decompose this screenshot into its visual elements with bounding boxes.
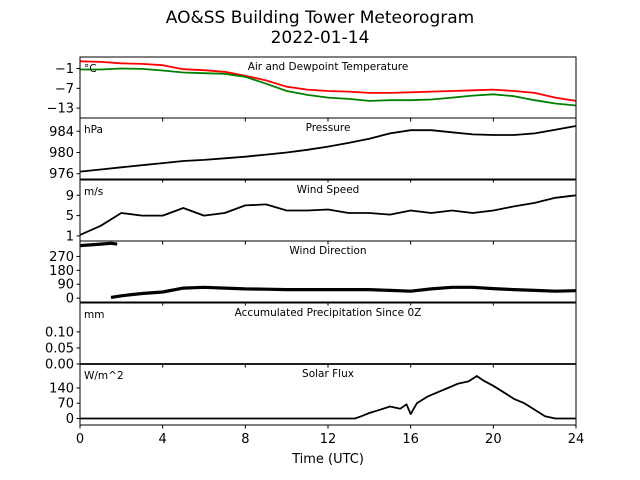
y-tick-label: 270 [49, 250, 74, 265]
y-tick-label: 0.10 [45, 325, 74, 340]
y-tick-label: 0 [66, 292, 74, 307]
panel-unit: W/m^2 [84, 370, 124, 382]
series-line-5-0 [80, 375, 576, 420]
panel-title: Wind Speed [297, 184, 360, 196]
x-tick-label: 16 [402, 432, 419, 447]
panel-unit: mm [84, 309, 104, 321]
x-tick-label: 12 [320, 432, 337, 447]
panel-title: Solar Flux [302, 368, 354, 380]
panel-unit: hPa [84, 124, 103, 136]
y-tick-label: 90 [57, 278, 74, 293]
series-line-2-0 [79, 194, 577, 236]
y-tick-label: 9 [66, 189, 74, 204]
chart-date: 2022-01-14 [270, 28, 370, 48]
chart-title: AO&SS Building Tower Meteorogram [165, 8, 475, 28]
x-tick-label: 8 [241, 432, 249, 447]
x-axis-label: Time (UTC) [292, 452, 364, 467]
series-line-3-1 [110, 285, 577, 299]
series-line-0-1 [80, 67, 577, 107]
y-tick-label: 1 [66, 229, 74, 244]
series-line-3-0 [79, 241, 118, 248]
panel-unit: °C [84, 63, 97, 75]
x-tick-label: 24 [568, 432, 585, 447]
y-tick-label: 0.00 [45, 358, 74, 373]
y-tick-label: 976 [49, 167, 74, 182]
series-line-1-0 [79, 125, 577, 173]
y-tick-label: 5 [66, 209, 74, 224]
y-tick-label: 140 [49, 381, 74, 396]
x-tick-label: 20 [485, 432, 502, 447]
y-tick-label: 984 [49, 125, 74, 140]
panel-unit: m/s [84, 186, 103, 198]
panel-title: Air and Dewpoint Temperature [248, 61, 409, 73]
panel-title: Wind Direction [289, 245, 366, 257]
y-tick-label: −1 [55, 62, 74, 77]
x-tick-label: 0 [76, 432, 84, 447]
y-tick-label: 980 [49, 146, 74, 161]
y-tick-label: 0 [66, 412, 74, 427]
y-tick-label: −13 [47, 102, 74, 117]
x-tick-label: 4 [159, 432, 167, 447]
y-tick-label: 70 [57, 397, 74, 412]
y-tick-label: 180 [49, 264, 74, 279]
y-tick-label: 0.05 [45, 341, 74, 356]
panel-title: Pressure [306, 122, 351, 134]
y-tick-label: −7 [55, 82, 74, 97]
series-line-0-0 [79, 60, 577, 102]
panel-title: Accumulated Precipitation Since 0Z [235, 307, 422, 319]
